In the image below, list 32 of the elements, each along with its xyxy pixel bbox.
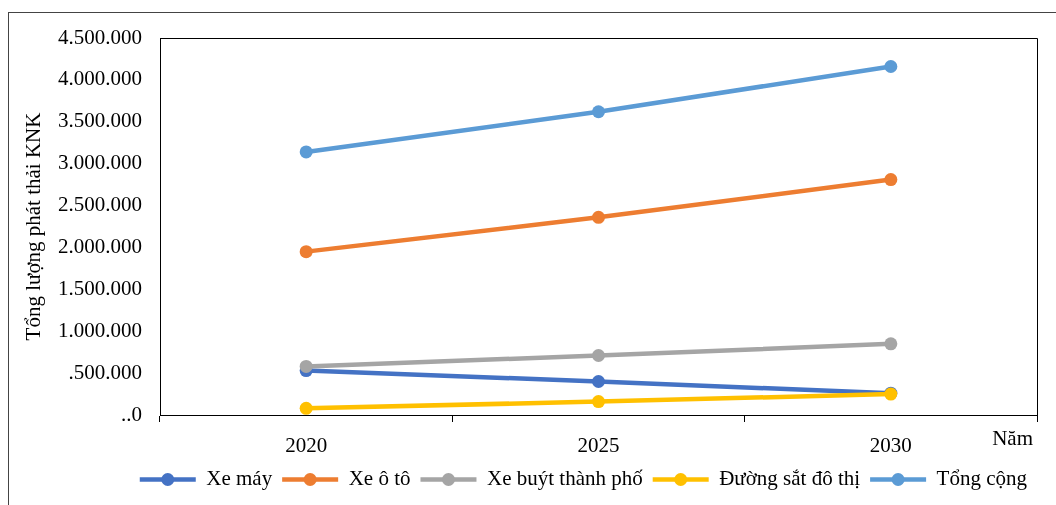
y-tick-label: ..0 [121,401,142,426]
legend-label: Tổng cộng [936,466,1028,491]
point [299,245,313,259]
legend-label: Xe máy [206,466,273,491]
legend-label: Xe buýt thành phố [486,466,644,491]
point [884,59,898,73]
point [592,349,605,363]
point [592,105,605,119]
y-axis-title: Tổng lượng phát thải KNK [21,112,46,341]
y-tick-label: 2.500.000 [58,192,142,217]
y-tick-label: 3.000.000 [58,150,142,175]
legend-label: Xe ô tô [348,466,411,491]
x-axis-title: Năm [992,425,1033,450]
y-tick-label: 1.500.000 [58,275,142,300]
y-tick-label: 3.500.000 [58,108,142,133]
y-tick-label: 4.000.000 [58,66,142,91]
x-tick-label: 2020 [285,433,328,458]
y-tick-label: .500.000 [68,359,142,384]
y-tick-label: 1.000.000 [58,317,142,342]
point [884,173,898,187]
y-tick-label: 4.500.000 [58,24,142,49]
legend-label: Đường sắt đô thị [719,466,861,491]
point [592,374,605,388]
point [592,210,605,224]
point [299,359,313,373]
point [884,337,898,351]
point [299,401,313,415]
y-tick-label: 2.000.000 [58,233,142,258]
x-tick-label: 2030 [869,433,912,458]
point [299,145,313,159]
point [592,395,605,409]
x-tick-label: 2025 [577,433,620,458]
